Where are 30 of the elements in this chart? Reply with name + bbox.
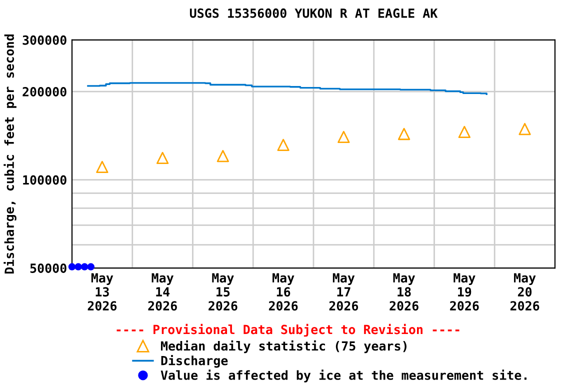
point <box>338 130 350 144</box>
x-tick-label: May 19 2026 <box>450 273 479 311</box>
x-tick-label: May 16 2026 <box>268 273 298 311</box>
y-tick-label: 200000 <box>22 87 66 96</box>
point <box>216 150 230 162</box>
y-tick-label: 100000 <box>23 175 66 185</box>
point <box>156 152 169 164</box>
x-tick-label: May 15 2026 <box>208 273 238 311</box>
x-tick-label: May 17 2026 <box>329 273 358 311</box>
x-tick-label: May 13 2026 <box>88 273 117 311</box>
point <box>277 138 290 152</box>
text: ---- Provisional Data Subject to Revision ---- <box>116 324 460 337</box>
x-tick-label: May 20 2026 <box>510 273 540 311</box>
y-tick-label: 300000 <box>22 35 66 45</box>
point <box>74 263 82 270</box>
x-tick-label: May 14 2026 <box>148 273 177 311</box>
y-tick-label: 50000 <box>30 264 66 273</box>
point <box>398 128 410 140</box>
point <box>80 263 88 270</box>
point <box>458 126 470 138</box>
point <box>87 263 95 270</box>
point <box>518 122 531 136</box>
point <box>96 160 108 174</box>
legend-label: Discharge <box>161 354 228 368</box>
legend-label: Value is affected by ice at the measurement site. <box>160 370 526 382</box>
y-axis-title: Discharge, cubic feet per second <box>4 34 16 274</box>
point <box>68 263 76 270</box>
legend-label: Median daily statistic (75 years) <box>160 340 406 354</box>
x-tick-label: May 18 2026 <box>390 273 418 311</box>
chart-title: USGS 15356000 YUKON R AT EAGLE AK <box>190 8 438 18</box>
